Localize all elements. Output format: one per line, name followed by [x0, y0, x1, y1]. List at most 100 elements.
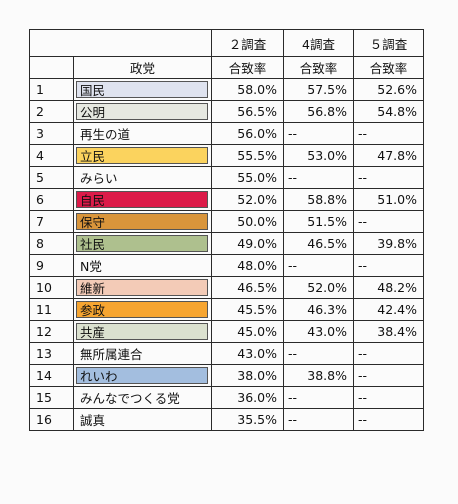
- row-number: 14: [29, 364, 74, 387]
- match-rate-cell: 39.8%: [353, 232, 424, 255]
- party-cell: みんなでつくる党: [73, 386, 212, 409]
- header-row-metric: 政党 合致率 合致率 合致率: [29, 56, 424, 79]
- table-row: 13 無所属連合 43.0% -- --: [29, 342, 424, 365]
- match-rate-cell: --: [283, 254, 354, 277]
- party-name: 立民: [76, 147, 208, 164]
- header-survey-4: 4調査: [283, 29, 354, 57]
- match-rate-cell: 38.0%: [211, 364, 284, 387]
- match-rate-cell: 52.0%: [283, 276, 354, 299]
- match-rate-cell: 54.8%: [353, 100, 424, 123]
- row-number: 1: [29, 78, 74, 101]
- row-number: 13: [29, 342, 74, 365]
- match-rate-cell: --: [283, 342, 354, 365]
- match-rate-cell: 35.5%: [211, 408, 284, 431]
- match-rate-cell: 46.3%: [283, 298, 354, 321]
- row-number: 6: [29, 188, 74, 211]
- match-rate-cell: 49.0%: [211, 232, 284, 255]
- table-row: 5 みらい 55.0% -- --: [29, 166, 424, 189]
- party-name: 誠真: [80, 413, 106, 428]
- match-rate-cell: 51.0%: [353, 188, 424, 211]
- match-rate-cell: 58.0%: [211, 78, 284, 101]
- table-row: 10 維新 46.5% 52.0% 48.2%: [29, 276, 424, 299]
- table-row: 8 社民 49.0% 46.5% 39.8%: [29, 232, 424, 255]
- party-cell: れいわ: [73, 364, 212, 387]
- table-row: 4 立民 55.5% 53.0% 47.8%: [29, 144, 424, 167]
- row-number: 15: [29, 386, 74, 409]
- match-rate-cell: 56.5%: [211, 100, 284, 123]
- party-cell: 国民: [73, 78, 212, 101]
- row-number: 8: [29, 232, 74, 255]
- party-name: 保守: [76, 213, 208, 230]
- match-rate-cell: 56.0%: [211, 122, 284, 145]
- table-row: 16 誠真 35.5% -- --: [29, 408, 424, 431]
- match-rate-cell: 38.4%: [353, 320, 424, 343]
- party-name: みらい: [80, 171, 118, 186]
- match-rate-cell: --: [283, 122, 354, 145]
- header-party: 政党: [73, 56, 212, 79]
- match-rate-cell: 57.5%: [283, 78, 354, 101]
- match-rate-cell: --: [353, 210, 424, 233]
- match-rate-cell: 51.5%: [283, 210, 354, 233]
- row-number: 10: [29, 276, 74, 299]
- match-rate-cell: --: [283, 408, 354, 431]
- party-cell: 公明: [73, 100, 212, 123]
- match-rate-cell: --: [353, 166, 424, 189]
- party-cell: みらい: [73, 166, 212, 189]
- party-name: 参政: [76, 301, 208, 318]
- party-cell: 参政: [73, 298, 212, 321]
- row-number: 4: [29, 144, 74, 167]
- table-row: 2 公明 56.5% 56.8% 54.8%: [29, 100, 424, 123]
- match-rate-cell: 43.0%: [211, 342, 284, 365]
- party-cell: 誠真: [73, 408, 212, 431]
- table-row: 14 れいわ 38.0% 38.8% --: [29, 364, 424, 387]
- party-name: 自民: [76, 191, 208, 208]
- party-cell: 共産: [73, 320, 212, 343]
- party-match-rate-table: ２調査 4調査 ５調査 政党 合致率 合致率 合致率 1 国民 58.0% 57.5%…: [29, 29, 424, 431]
- match-rate-cell: --: [353, 364, 424, 387]
- match-rate-cell: 46.5%: [283, 232, 354, 255]
- party-name: 社民: [76, 235, 208, 252]
- match-rate-cell: 55.0%: [211, 166, 284, 189]
- match-rate-cell: 43.0%: [283, 320, 354, 343]
- party-cell: 維新: [73, 276, 212, 299]
- table-row: 1 国民 58.0% 57.5% 52.6%: [29, 78, 424, 101]
- party-cell: 立民: [73, 144, 212, 167]
- table-row: 15 みんなでつくる党 36.0% -- --: [29, 386, 424, 409]
- header-blank-cell: [29, 29, 212, 57]
- party-name: N党: [80, 259, 102, 274]
- match-rate-cell: 36.0%: [211, 386, 284, 409]
- table-row: 6 自民 52.0% 58.8% 51.0%: [29, 188, 424, 211]
- header-survey-5: ５調査: [353, 29, 424, 57]
- party-cell: 自民: [73, 188, 212, 211]
- party-cell: 再生の道: [73, 122, 212, 145]
- match-rate-cell: 47.8%: [353, 144, 424, 167]
- header-metric-2: 合致率: [211, 56, 284, 79]
- match-rate-cell: 58.8%: [283, 188, 354, 211]
- table-row: 9 N党 48.0% -- --: [29, 254, 424, 277]
- row-number: 7: [29, 210, 74, 233]
- row-number: 9: [29, 254, 74, 277]
- row-number: 3: [29, 122, 74, 145]
- match-rate-cell: --: [353, 254, 424, 277]
- match-rate-cell: 38.8%: [283, 364, 354, 387]
- row-number: 12: [29, 320, 74, 343]
- match-rate-cell: 52.0%: [211, 188, 284, 211]
- match-rate-cell: 45.0%: [211, 320, 284, 343]
- match-rate-cell: 48.0%: [211, 254, 284, 277]
- table-row: 11 参政 45.5% 46.3% 42.4%: [29, 298, 424, 321]
- match-rate-cell: 45.5%: [211, 298, 284, 321]
- row-number: 16: [29, 408, 74, 431]
- match-rate-cell: --: [353, 342, 424, 365]
- party-name: 無所属連合: [80, 347, 143, 362]
- match-rate-cell: 53.0%: [283, 144, 354, 167]
- table-row: 7 保守 50.0% 51.5% --: [29, 210, 424, 233]
- party-cell: 保守: [73, 210, 212, 233]
- row-number: 2: [29, 100, 74, 123]
- table-row: 12 共産 45.0% 43.0% 38.4%: [29, 320, 424, 343]
- match-rate-cell: --: [283, 386, 354, 409]
- party-cell: N党: [73, 254, 212, 277]
- match-rate-cell: 55.5%: [211, 144, 284, 167]
- header-index-cell: [29, 56, 74, 79]
- party-name: れいわ: [76, 367, 208, 384]
